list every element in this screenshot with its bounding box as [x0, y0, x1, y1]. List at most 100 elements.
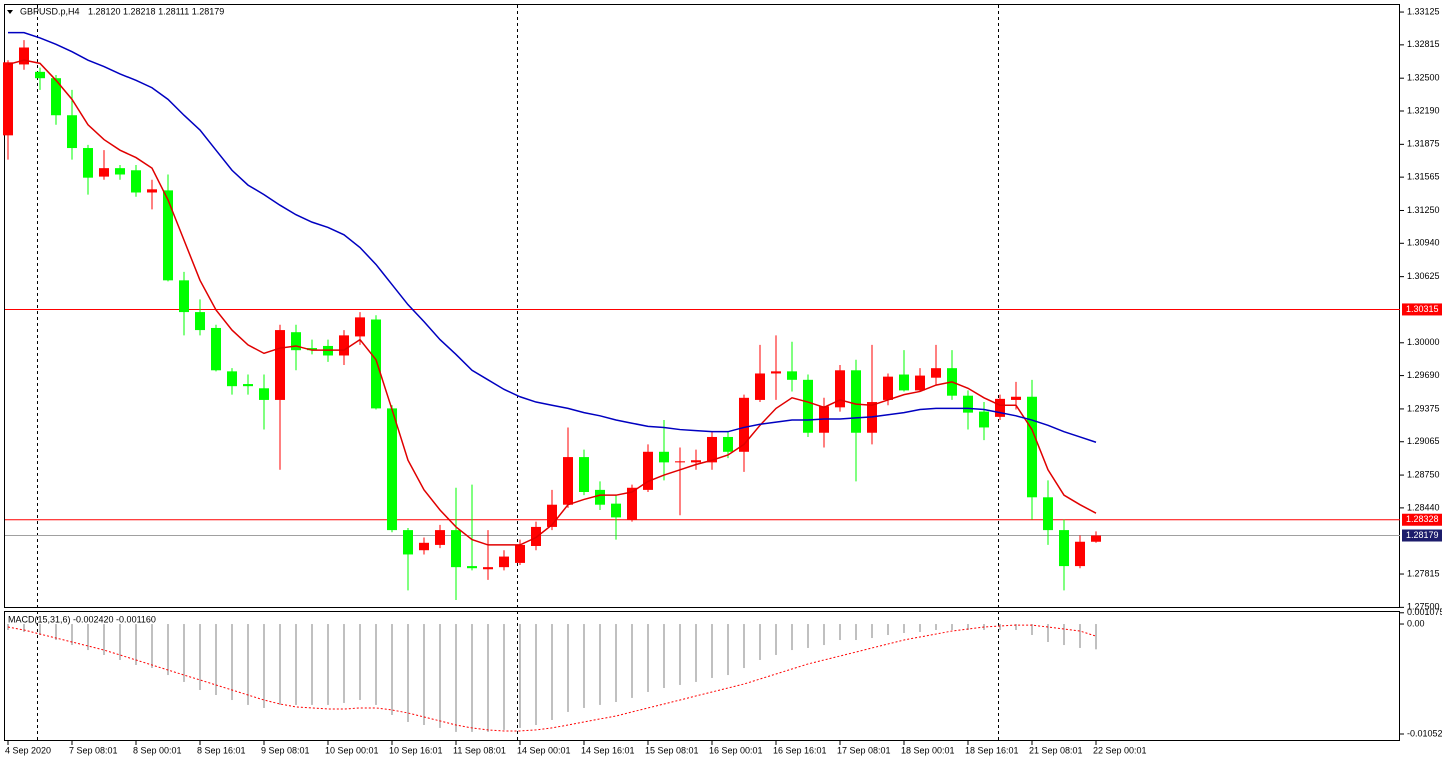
candle-body [19, 47, 29, 65]
macd-tick-label: 0.00 [1407, 618, 1425, 628]
y-tick-label: 1.31250 [1407, 205, 1440, 215]
candle-body [659, 451, 669, 463]
candle-body [835, 370, 845, 408]
x-tick-label: 8 Sep 00:01 [133, 745, 182, 755]
candle-body [1043, 497, 1053, 531]
x-tick-label: 11 Sep 08:01 [453, 745, 506, 755]
ohlc-readout: 1.28120 1.28218 1.28111 1.28179 [88, 6, 224, 16]
candle-body [915, 375, 925, 391]
candle-body [643, 451, 653, 490]
candle-body [419, 542, 429, 551]
candle-body [883, 376, 893, 400]
candle-body [755, 373, 765, 400]
x-tick-label: 4 Sep 2020 [5, 745, 51, 755]
x-tick-label: 8 Sep 16:01 [197, 745, 246, 755]
candle-body [499, 556, 509, 568]
candle-body [563, 457, 573, 505]
candle-body [403, 530, 413, 555]
candle-body [595, 489, 605, 505]
candle-body [1027, 396, 1037, 498]
macd-tick-label: 0.001075 [1407, 607, 1442, 617]
candle-body [803, 379, 813, 433]
x-tick-label: 14 Sep 00:01 [517, 745, 571, 755]
menu-arrow[interactable] [7, 10, 13, 14]
candle-body [355, 317, 365, 337]
candle-body [1059, 530, 1069, 567]
candle-body [371, 319, 381, 409]
candle-body [211, 327, 221, 371]
candle-body [451, 530, 461, 568]
candle-body [99, 168, 109, 177]
candle-body [611, 503, 621, 518]
x-tick-label: 7 Sep 08:01 [69, 745, 118, 755]
x-tick-label: 14 Sep 16:01 [581, 745, 635, 755]
level-label: 1.30315 [1406, 304, 1439, 314]
candle-body [131, 170, 141, 193]
level-label-box [1402, 513, 1442, 526]
candle-body [467, 566, 477, 569]
candle-body [275, 330, 285, 400]
candle-body [435, 530, 445, 545]
x-tick-label: 10 Sep 16:01 [389, 745, 443, 755]
candle-body [259, 388, 269, 400]
current-price-box [1402, 529, 1442, 542]
y-tick-label: 1.31875 [1407, 139, 1440, 149]
y-tick-label: 1.27500 [1407, 602, 1440, 612]
price-frame [4, 4, 1400, 608]
candle-body [707, 436, 717, 463]
x-tick-label: 21 Sep 08:01 [1029, 745, 1083, 755]
candle-body [515, 544, 525, 563]
candle-body [531, 526, 541, 546]
candle-body [243, 384, 253, 387]
candle-body [899, 374, 909, 391]
candle-body [1091, 535, 1101, 542]
x-tick-label: 18 Sep 00:01 [901, 745, 955, 755]
macd-frame [4, 611, 1400, 741]
y-tick-label: 1.30940 [1407, 238, 1440, 248]
candle-body [675, 461, 685, 463]
candle-body [787, 371, 797, 380]
candle-body [147, 189, 157, 193]
y-tick-label: 1.28750 [1407, 469, 1440, 479]
candle-body [3, 62, 13, 136]
candle-body [67, 115, 77, 149]
y-tick-label: 1.29375 [1407, 403, 1440, 413]
level-label: 1.28328 [1406, 514, 1439, 524]
candle-body [579, 457, 589, 493]
candle-body [963, 395, 973, 413]
y-tick-label: 1.33125 [1407, 6, 1440, 16]
moving-average [8, 31, 1097, 443]
candle-body [547, 504, 557, 527]
candle-body [851, 370, 861, 433]
moving-average [7, 59, 1097, 546]
y-tick-label: 1.32500 [1407, 73, 1440, 83]
candle-body [483, 567, 493, 570]
period-separators [37, 5, 999, 740]
x-tick-label: 15 Sep 08:01 [645, 745, 699, 755]
candle-body [387, 408, 397, 531]
y-tick-label: 1.27815 [1407, 568, 1440, 578]
candle-body [195, 312, 205, 331]
candle-body [291, 332, 301, 351]
candle-body [1011, 396, 1021, 400]
candle-body [163, 190, 173, 281]
y-tick-label: 1.30625 [1407, 271, 1440, 281]
x-tick-label: 22 Sep 00:01 [1093, 745, 1147, 755]
candle-body [83, 148, 93, 178]
candle-body [35, 71, 45, 79]
chart-title: GBPUSD.p,H4 [20, 6, 80, 16]
candle-body [931, 368, 941, 378]
current-price-label: 1.28179 [1406, 530, 1439, 540]
x-tick-label: 17 Sep 08:01 [837, 745, 891, 755]
candle-body [739, 397, 749, 452]
y-tick-label: 1.32815 [1407, 39, 1440, 49]
y-tick-label: 1.29690 [1407, 370, 1440, 380]
y-tick-label: 1.31565 [1407, 172, 1440, 182]
candle-body [771, 371, 781, 374]
candle-body [1075, 541, 1085, 567]
candle-body [691, 460, 701, 463]
candle-body [339, 335, 349, 356]
x-tick-label: 16 Sep 00:01 [709, 745, 763, 755]
y-tick-label: 1.29065 [1407, 436, 1440, 446]
